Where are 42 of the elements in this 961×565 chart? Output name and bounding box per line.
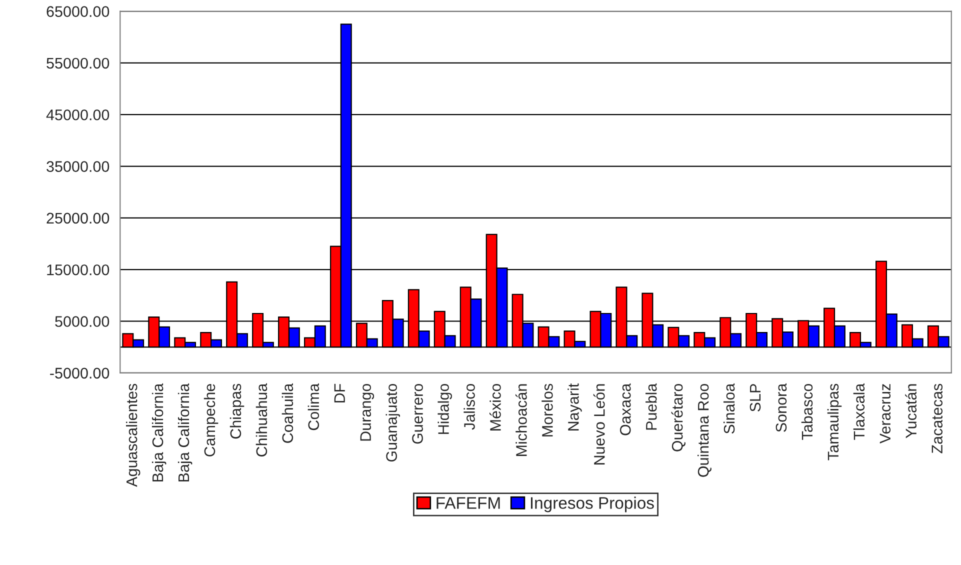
y-tick-label: 25000.00 (46, 212, 110, 224)
x-tick-label: DF (334, 384, 345, 402)
x-tick-label: Colima (308, 383, 320, 430)
legend-label: Ingresos Propios (530, 496, 654, 512)
x-tick-label: Yucatán (905, 384, 917, 438)
x-tick-label: Durango (360, 384, 374, 441)
x-tick-label: Tabasco (801, 384, 813, 440)
y-tick-label: -5000.00 (50, 368, 110, 379)
x-tick-label: Nayarit (568, 383, 582, 430)
x-tick-label: Puebla (646, 383, 657, 430)
x-tick-label: SLP (750, 384, 761, 412)
y-tick-label: 45000.00 (46, 109, 110, 120)
x-tick-label: México (489, 384, 501, 430)
x-tick-label: Aguascalientes (126, 384, 140, 487)
x-tick-label: Guanajuato (386, 384, 400, 462)
x-tick-label: Tlaxcala (853, 383, 865, 440)
x-tick-label: Hidalgo (438, 384, 452, 434)
legend-label: FAFEFM (436, 497, 500, 509)
x-tick-label: Oaxaca (620, 383, 631, 436)
x-tick-label: Michoacán (515, 384, 527, 456)
x-tick-label: Veracruz (880, 384, 891, 444)
x-tick-label: Zacatecas (932, 384, 943, 454)
x-tick-label: Chiapas (230, 384, 244, 439)
y-tick-label: 65000.00 (46, 6, 110, 17)
y-tick-label: 5000.00 (55, 316, 110, 327)
y-tick-label: 15000.00 (47, 264, 110, 276)
y-tick-label: 55000.00 (46, 58, 110, 69)
y-tick-label: 35000.00 (46, 161, 110, 172)
x-tick-label: Quintana Roo (697, 384, 712, 477)
x-tick-label: Morelos (542, 384, 553, 436)
x-tick-label: Chihuahua (256, 383, 268, 456)
x-tick-label: Nuevo León (593, 384, 605, 464)
x-tick-label: Baja California (152, 383, 166, 482)
x-tick-label: Guerrero (412, 384, 423, 444)
x-tick-label: Coahuila (282, 383, 294, 443)
x-tick-label: Querétaro (671, 384, 686, 452)
x-tick-label: Baja California (178, 383, 192, 482)
x-tick-label: Tamaulipas (827, 384, 842, 460)
x-tick-label: Campeche (204, 384, 218, 456)
x-tick-label: Jalisco (464, 384, 475, 430)
x-tick-label: Sonora (776, 383, 787, 432)
x-tick-label: Sinaloa (723, 383, 735, 434)
